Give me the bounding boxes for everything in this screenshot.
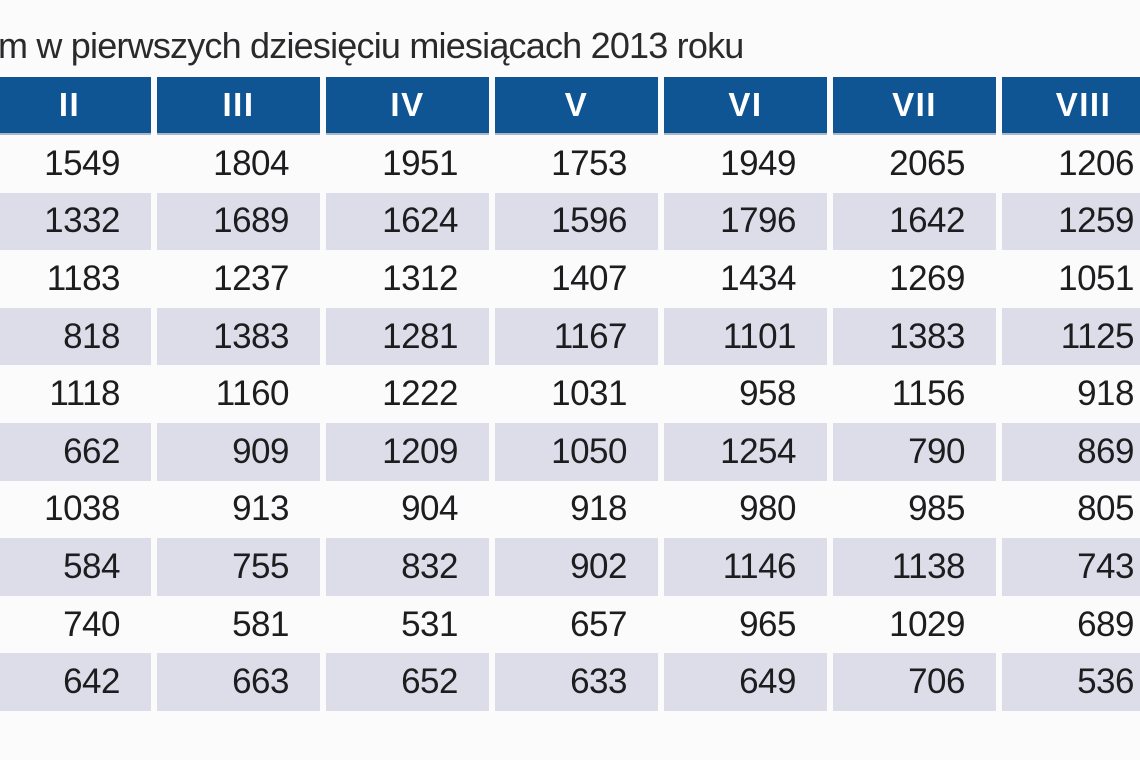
data-cell: 904 [401, 489, 458, 529]
data-cell: 743 [1002, 538, 1140, 596]
data-cell: 1101 [664, 307, 827, 366]
data-cell: 909 [157, 422, 320, 481]
data-cell: 1051 [1058, 258, 1134, 298]
data-cell: 1118 [49, 374, 120, 414]
data-cell: 1167 [495, 307, 658, 366]
data-cell: 531 [401, 604, 458, 644]
data-cell: 2065 [889, 143, 965, 183]
data-cell: 1156 [891, 374, 966, 414]
data-cell: 1206 [1058, 143, 1134, 183]
data-cell: 1624 [326, 192, 489, 251]
data-cell: 1237 [213, 258, 289, 298]
data-cell: 689 [1077, 604, 1134, 644]
data-cell: 1804 [213, 143, 289, 183]
data-cell: 1689 [157, 192, 320, 251]
data-cell: 1281 [326, 307, 489, 366]
data-cell: 652 [326, 653, 489, 711]
data-cell: 1407 [551, 258, 627, 298]
page-title: m w pierwszych dziesięciu miesiącach 201… [0, 25, 744, 66]
data-cell: 584 [0, 538, 151, 596]
data-cell: 662 [0, 422, 151, 481]
data-cell: 1951 [382, 143, 458, 183]
data-cell: 1029 [889, 604, 965, 644]
column-header: IV [326, 77, 489, 135]
column-header: VIII [1002, 77, 1140, 135]
data-cell: 581 [232, 604, 289, 644]
data-cell: 980 [739, 489, 796, 529]
data-cell: 1269 [889, 258, 965, 298]
column-header: VII [833, 77, 996, 135]
data-cell: 985 [908, 489, 965, 529]
data-cell: 663 [157, 653, 320, 711]
column-header: II [0, 77, 151, 135]
data-cell: 832 [326, 538, 489, 596]
data-cell: 1753 [551, 143, 627, 183]
data-cell: 706 [833, 653, 996, 711]
data-cell: 1209 [326, 422, 489, 481]
data-cell: 918 [570, 489, 627, 529]
data-cell: 1434 [720, 258, 796, 298]
data-cell: 1125 [1002, 307, 1140, 366]
data-cell: 755 [157, 538, 320, 596]
data-cell: 918 [1077, 374, 1134, 414]
data-cell: 1332 [0, 192, 151, 251]
data-cell: 657 [570, 604, 627, 644]
data-cell: 1138 [833, 538, 996, 596]
data-cell: 740 [63, 604, 120, 644]
data-cell: 869 [1002, 422, 1140, 481]
data-cell: 1259 [1002, 192, 1140, 251]
data-cell: 633 [495, 653, 658, 711]
data-cell: 1222 [382, 374, 458, 414]
data-cell: 958 [739, 374, 796, 414]
data-cell: 649 [664, 653, 827, 711]
data-cell: 902 [495, 538, 658, 596]
data-cell: 1383 [833, 307, 996, 366]
data-cell: 805 [1077, 489, 1134, 529]
data-cell: 1146 [664, 538, 827, 596]
data-cell: 1183 [46, 258, 121, 298]
data-cell: 1312 [382, 258, 458, 298]
data-cell: 1031 [551, 374, 627, 414]
data-cell: 1038 [44, 489, 120, 529]
column-header: III [157, 77, 320, 135]
data-cell: 1549 [44, 143, 120, 183]
data-cell: 1050 [495, 422, 658, 481]
data-cell: 1596 [495, 192, 658, 251]
column-header: VI [664, 77, 827, 135]
data-cell: 965 [739, 604, 796, 644]
data-cell: 536 [1002, 653, 1140, 711]
data-cell: 818 [0, 307, 151, 366]
column-header: V [495, 77, 658, 135]
data-cell: 1642 [833, 192, 996, 251]
data-table: II III IV V VI VII VIII 1549 1804 1951 1753 1949 206… [0, 77, 1140, 711]
data-cell: 790 [833, 422, 996, 481]
data-cell: 913 [232, 489, 289, 529]
data-cell: 1254 [664, 422, 827, 481]
data-cell: 1383 [157, 307, 320, 366]
data-cell: 1949 [720, 143, 796, 183]
data-cell: 1796 [664, 192, 827, 251]
data-cell: 642 [0, 653, 151, 711]
data-cell: 1160 [215, 374, 290, 414]
